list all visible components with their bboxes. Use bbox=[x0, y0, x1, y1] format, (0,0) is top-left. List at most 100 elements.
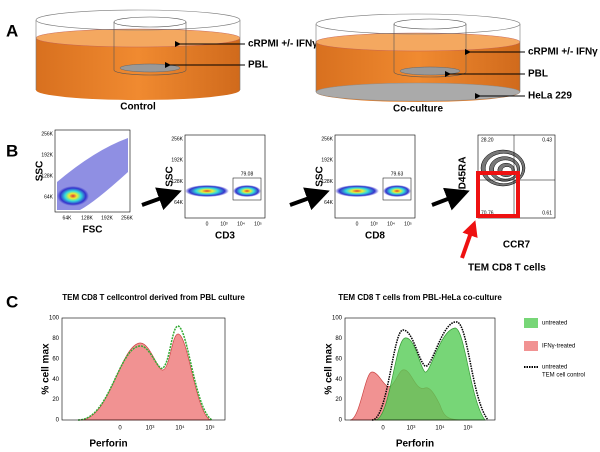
coculture-well: cRPMI +/- IFNγ PBL HeLa 229 Co-culture bbox=[315, 13, 598, 115]
shape bbox=[315, 32, 521, 52]
x-tick-label: 10⁴ bbox=[175, 425, 185, 432]
label: PBL bbox=[528, 69, 548, 80]
y-tick-label: 192K bbox=[171, 158, 183, 164]
x-tick-label: 256K bbox=[121, 215, 133, 221]
x-tick-label: 10⁴ bbox=[435, 425, 445, 432]
quadrant-value: 0.61 bbox=[542, 210, 552, 216]
y-tick-label: 256K bbox=[171, 136, 183, 142]
density-core bbox=[233, 185, 261, 197]
label: cRPMI +/- IFNγ bbox=[528, 47, 598, 58]
label: Control bbox=[120, 102, 156, 113]
y-tick-label: 256K bbox=[321, 136, 333, 142]
y-axis-label: SSC bbox=[35, 161, 46, 182]
quadrant-value: 70.76 bbox=[481, 210, 494, 216]
flow-plots: SSC FSC 256K 192K 128K 64K 64K 128K 192K 256K SSC C… bbox=[35, 129, 556, 251]
x-tick-label: 0 bbox=[118, 426, 122, 432]
x-tick-label: 10⁵ bbox=[463, 425, 473, 432]
quadrant-value: 28.20 bbox=[481, 137, 494, 143]
label: Co-culture bbox=[393, 104, 443, 115]
selected-gate bbox=[476, 171, 520, 218]
x-tick-label: 128K bbox=[81, 215, 93, 221]
shape bbox=[524, 341, 538, 351]
histograms: TEM CD8 T cellcontrol derived from PBL c… bbox=[41, 293, 503, 450]
label: cRPMI +/- IFNγ bbox=[248, 39, 318, 50]
shape bbox=[315, 82, 521, 102]
y-tick-label: 128K bbox=[321, 179, 333, 185]
x-tick-label: 10³ bbox=[146, 426, 155, 432]
density-core bbox=[383, 185, 411, 197]
label: HeLa 229 bbox=[528, 91, 572, 102]
y-tick-label: 0 bbox=[339, 418, 343, 424]
y-tick-label: 60 bbox=[335, 356, 342, 362]
x-tick-label: 10⁴ bbox=[237, 221, 245, 227]
plot-frame bbox=[61, 317, 226, 421]
x-tick-label: 0 bbox=[381, 426, 385, 432]
y-tick-label: 192K bbox=[41, 152, 53, 158]
gate bbox=[232, 177, 262, 201]
panel-a: A cRPMI +/- IFNγ PBL Control cRPMI +/- I… bbox=[6, 9, 598, 115]
y-tick-label: 256K bbox=[41, 131, 53, 137]
y-tick-label: 80 bbox=[52, 336, 59, 342]
x-tick-label: 64K bbox=[63, 215, 73, 221]
x-tick-label: 10³ bbox=[220, 221, 228, 227]
y-tick-label: 64K bbox=[174, 200, 184, 206]
untreated-histogram bbox=[374, 327, 486, 421]
x-tick-label: 10⁵ bbox=[404, 221, 412, 227]
panel-c: C TEM CD8 T cellcontrol derived from PBL… bbox=[6, 292, 585, 449]
x-axis-label: FSC bbox=[83, 225, 103, 236]
y-tick-label: 40 bbox=[52, 377, 59, 383]
y-axis-label: CD45RA bbox=[458, 156, 469, 196]
x-tick-label: 10³ bbox=[407, 426, 416, 432]
y-tick-label: 128K bbox=[41, 173, 53, 179]
control-histogram bbox=[371, 321, 489, 421]
x-axis-label: Perforin bbox=[89, 439, 127, 450]
control-well: cRPMI +/- IFNγ PBL Control bbox=[35, 9, 318, 113]
plot-title: TEM CD8 T cellcontrol derived from PBL c… bbox=[62, 293, 245, 302]
y-tick-label: 40 bbox=[335, 377, 342, 383]
untreated-histogram bbox=[77, 325, 213, 421]
x-tick-label: 0 bbox=[206, 221, 209, 227]
label: IFNγ-treated bbox=[542, 344, 575, 350]
shape bbox=[393, 18, 467, 30]
density-core bbox=[335, 185, 379, 197]
quadrant-value: 0.43 bbox=[542, 137, 552, 143]
y-tick-label: 100 bbox=[49, 316, 60, 322]
y-axis-label: % cell max bbox=[41, 343, 52, 395]
y-tick-label: 64K bbox=[44, 194, 54, 200]
y-tick-label: 128K bbox=[171, 179, 183, 185]
shape bbox=[113, 22, 187, 76]
x-axis-label: CD3 bbox=[215, 231, 235, 242]
gate-value: 79.08 bbox=[241, 171, 254, 177]
shape bbox=[524, 318, 538, 328]
x-axis-label: CD8 bbox=[365, 231, 385, 242]
x-tick-label: 192K bbox=[101, 215, 113, 221]
label: PBL bbox=[248, 60, 268, 71]
shape bbox=[315, 13, 521, 35]
plot-frame bbox=[334, 134, 416, 219]
panel-label: B bbox=[6, 141, 18, 160]
legend: untreated IFNγ-treated untreated TEM cel… bbox=[524, 318, 585, 379]
x-tick-label: 0 bbox=[356, 221, 359, 227]
plot-title: TEM CD8 T cells from PBL-HeLa co-culture bbox=[338, 293, 502, 302]
panel-label: C bbox=[6, 292, 18, 311]
density-core bbox=[57, 186, 89, 206]
y-tick-label: 60 bbox=[52, 356, 59, 362]
x-tick-label: 10⁵ bbox=[254, 221, 262, 227]
y-tick-label: 0 bbox=[56, 418, 60, 424]
y-axis-label: SSC bbox=[315, 166, 326, 187]
panel-label: A bbox=[6, 21, 18, 40]
y-axis-label: % cell max bbox=[324, 343, 335, 395]
plot-frame bbox=[344, 317, 496, 421]
label: untreated bbox=[542, 365, 567, 371]
y-axis-label: SSC bbox=[165, 166, 176, 187]
arrow bbox=[289, 187, 330, 211]
label: untreated bbox=[542, 321, 567, 327]
y-tick-label: 20 bbox=[335, 397, 342, 403]
arrow bbox=[141, 187, 182, 211]
shape bbox=[113, 16, 187, 28]
y-tick-label: 100 bbox=[332, 316, 343, 322]
x-tick-label: 10⁴ bbox=[387, 221, 395, 227]
gate bbox=[382, 177, 412, 201]
